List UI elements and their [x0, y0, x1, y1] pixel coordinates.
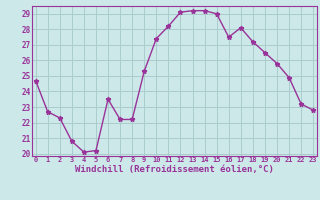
- X-axis label: Windchill (Refroidissement éolien,°C): Windchill (Refroidissement éolien,°C): [75, 165, 274, 174]
